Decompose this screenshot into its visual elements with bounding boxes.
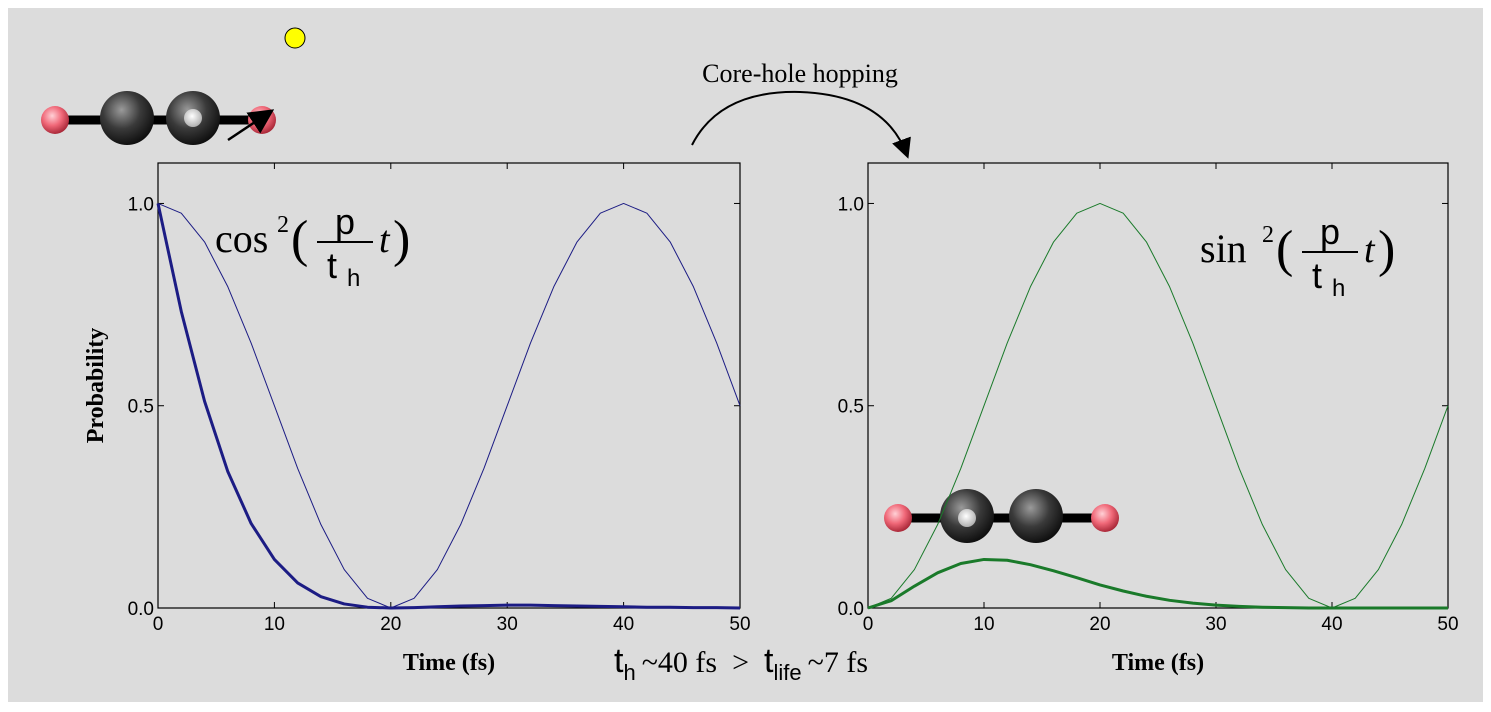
data-line [156, 203, 741, 610]
data-line [867, 202, 1449, 609]
y-tick-label: 0.5 [838, 397, 864, 418]
title: Core-hole hopping [702, 59, 898, 88]
y-tick-label: 0.0 [838, 599, 864, 620]
x-tick-label: 10 [264, 614, 285, 635]
formula-paren: ) [1378, 221, 1395, 278]
molecule-bottom [884, 489, 1119, 543]
formula-den-sub: h [347, 265, 360, 292]
molecule-top [41, 27, 306, 145]
formula-paren: ) [393, 211, 410, 268]
x-tick-label: 30 [1205, 614, 1226, 635]
x-tick-label: 50 [1437, 614, 1458, 635]
formula-func: sin [1200, 226, 1247, 271]
x-tick-label: 40 [1321, 614, 1342, 635]
y-axis-label: Probability [83, 328, 109, 444]
y-tick-label: 1.0 [838, 194, 864, 215]
y-tick-label: 1.0 [128, 194, 154, 215]
hopping-arrow [691, 90, 911, 159]
x-tick-label: 20 [1089, 614, 1110, 635]
x-axis-label: Time (fs) [403, 650, 495, 676]
y-tick-label: 0.5 [128, 397, 154, 418]
formula-paren: ( [1276, 221, 1293, 278]
plot-frame [157, 162, 741, 609]
lifetime-annotation: th ~40 fs > tlife ~7 fs [614, 642, 868, 685]
formula-den: t [1312, 255, 1322, 296]
formula-var: t [379, 219, 391, 261]
background [8, 8, 1483, 702]
annotation-t: t [614, 642, 624, 680]
formula-num: p [1320, 211, 1340, 252]
data-line [157, 202, 741, 609]
x-tick-label: 50 [729, 614, 750, 635]
annotation-text: ~7 fs [808, 646, 868, 679]
annotation-sub: h [623, 660, 635, 685]
y-tick-label: 0.0 [128, 599, 154, 620]
x-axis-label: Time (fs) [1112, 650, 1204, 676]
formula-exp: 2 [1262, 222, 1274, 248]
formula-exp: 2 [277, 212, 289, 238]
x-tick-label: 0 [153, 614, 164, 635]
annotation-t: t [764, 642, 774, 680]
data-line [867, 557, 1448, 610]
formula-func: cos [215, 216, 268, 261]
formula-var: t [1364, 229, 1376, 271]
formula-den-sub: h [1332, 275, 1345, 302]
formula-den: t [327, 245, 337, 286]
formula-num: p [335, 201, 355, 242]
x-tick-label: 0 [863, 614, 874, 635]
annotation-text: ~40 fs > [642, 646, 764, 679]
formula-paren: ( [291, 211, 308, 268]
x-tick-label: 10 [973, 614, 994, 635]
x-tick-label: 20 [380, 614, 401, 635]
x-tick-label: 40 [613, 614, 634, 635]
x-tick-label: 30 [497, 614, 518, 635]
plot-frame [867, 162, 1449, 609]
annotation-sub: life [773, 660, 801, 685]
